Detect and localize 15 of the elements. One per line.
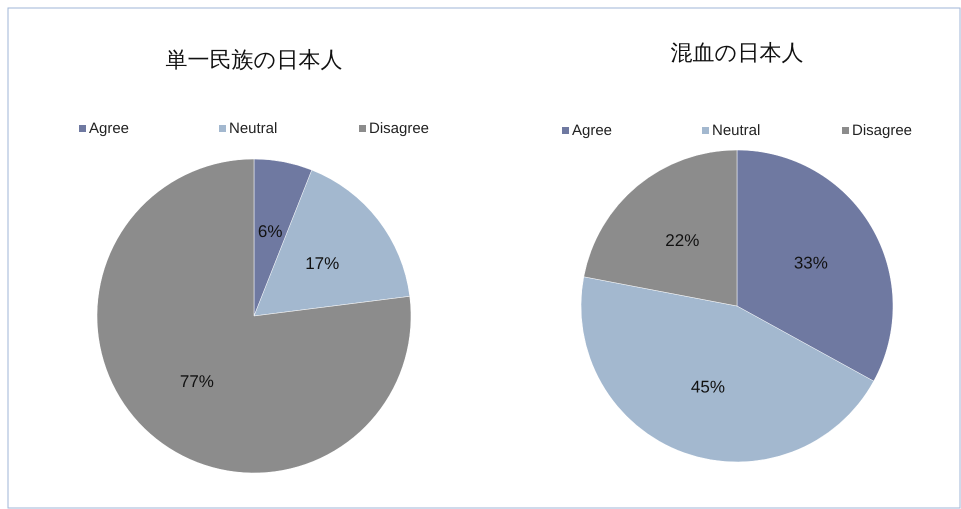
- legend-label: Agree: [89, 120, 130, 137]
- legend-label: Neutral: [712, 122, 760, 139]
- legend-label: Disagree: [369, 120, 430, 137]
- data-label: 33%: [794, 253, 828, 272]
- chart-title: 単一民族の日本人: [166, 47, 342, 72]
- data-label: 77%: [180, 372, 214, 391]
- data-label: 45%: [690, 378, 725, 397]
- legend-label: Disagree: [852, 122, 912, 139]
- chart-title: 混血の日本人: [670, 40, 804, 65]
- data-label: 6%: [258, 222, 282, 242]
- pie-slice: [96, 158, 412, 474]
- data-label: 17%: [305, 254, 340, 274]
- data-label: 22%: [665, 230, 700, 250]
- legend-label: Neutral: [229, 120, 278, 137]
- legend-label: Agree: [572, 122, 612, 139]
